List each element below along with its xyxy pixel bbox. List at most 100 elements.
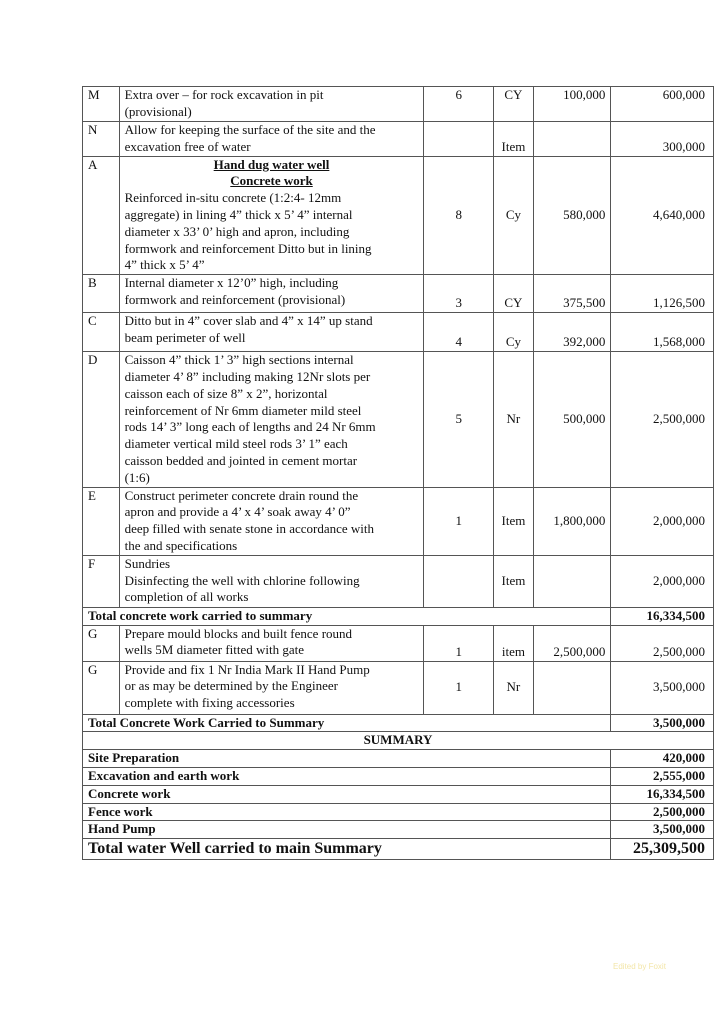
table-row: M Extra over – for rock excavation in pit… xyxy=(82,86,714,122)
item-qty: 8 xyxy=(423,155,494,276)
summary-label: Excavation and earth work xyxy=(81,766,612,786)
item-rate: 500,000 xyxy=(532,351,612,488)
item-rate xyxy=(532,121,612,157)
description-line: Prepare mould blocks and built fence rou… xyxy=(124,625,353,641)
section-heading: Concrete work xyxy=(230,173,313,189)
summary-row: Hand Pump 3,500,000 xyxy=(81,820,714,840)
summary-label: Concrete work xyxy=(81,784,612,804)
item-amount: 3,500,000 xyxy=(610,660,714,715)
item-unit: Nr xyxy=(492,351,534,488)
description-line: rods 14’ 3” long each of lengths and 24 … xyxy=(124,419,376,435)
item-description: Prepare mould blocks and built fence rou… xyxy=(118,624,425,662)
description-line: deep filled with senate stone in accorda… xyxy=(124,521,375,537)
item-unit: Cy xyxy=(492,155,534,276)
description-line: formwork and reinforcement (provisional) xyxy=(124,291,346,307)
item-qty: 6 xyxy=(423,86,494,122)
table-row: D Caisson 4” thick 1’ 3” high sections in… xyxy=(82,351,714,488)
description-line: Caisson 4” thick 1’ 3” high sections int… xyxy=(124,352,354,368)
table-row: G Prepare mould blocks and built fence ro… xyxy=(82,624,714,662)
description-line: wells 5M diameter fitted with gate xyxy=(124,642,305,658)
item-amount: 1,126,500 xyxy=(610,274,714,314)
table-row: G Provide and fix 1 Nr India Mark II Hand… xyxy=(82,660,714,715)
summary-row: Fence work 2,500,000 xyxy=(81,802,714,822)
summary-amount: 2,500,000 xyxy=(610,802,714,822)
item-amount: 2,500,000 xyxy=(610,624,714,662)
summary-title: SUMMARY xyxy=(82,731,714,751)
item-qty xyxy=(423,121,494,157)
description-line: aggregate) in lining 4” thick x 5’ 4” in… xyxy=(124,206,353,222)
item-ref: M xyxy=(82,86,120,122)
table-row: A Hand dug water well Concrete work Reinfor… xyxy=(82,155,714,276)
total-label: Total concrete work carried to summary xyxy=(81,606,612,626)
summary-label: Site Preparation xyxy=(81,749,612,768)
description-line: Internal diameter x 12’0” high, includin… xyxy=(124,275,339,291)
description-line: Disinfecting the well with chlorine foll… xyxy=(124,572,360,588)
description-line: diameter vertical mild steel rods 3’ 1” … xyxy=(124,436,348,452)
table-row: E Construct perimeter concrete drain roun… xyxy=(82,486,714,556)
table-row: F Sundries Disinfecting the well with chlo… xyxy=(82,554,714,608)
summary-amount: 16,334,500 xyxy=(610,784,714,804)
item-ref: B xyxy=(82,274,120,314)
item-unit: Nr xyxy=(492,660,534,715)
description-line: Provide and fix 1 Nr India Mark II Hand … xyxy=(124,661,370,677)
item-rate: 392,000 xyxy=(532,312,612,353)
total-amount: 16,334,500 xyxy=(610,606,714,626)
summary-label: Fence work xyxy=(81,802,612,822)
item-ref: G xyxy=(82,660,120,715)
description-line: diameter x 33’ 0’ high and apron, includ… xyxy=(124,223,350,239)
description-line: or as may be determined by the Engineer xyxy=(124,678,338,694)
table-row: B Internal diameter x 12’0” high, includi… xyxy=(82,274,714,314)
description-line: complete with fixing accessories xyxy=(124,695,295,711)
item-qty: 1 xyxy=(423,660,494,715)
description-line: Ditto but in 4” cover slab and 4” x 14” … xyxy=(124,313,373,329)
item-qty: 4 xyxy=(423,312,494,353)
description-line: diameter 4’ 8” including making 12Nr slo… xyxy=(124,368,371,384)
item-qty: 3 xyxy=(423,274,494,314)
item-ref: F xyxy=(82,554,120,608)
grand-total-label: Total water Well carried to main Summary xyxy=(81,838,612,861)
item-unit: CY xyxy=(492,274,534,314)
grand-total-amount: 25,309,500 xyxy=(610,838,714,861)
total-amount: 3,500,000 xyxy=(610,713,714,733)
description-line: Extra over – for rock excavation in pit xyxy=(124,87,324,102)
item-rate xyxy=(532,660,612,715)
item-ref: N xyxy=(82,121,120,157)
item-amount: 300,000 xyxy=(610,121,714,157)
description-line: completion of all works xyxy=(124,589,249,605)
summary-label: Hand Pump xyxy=(81,820,612,840)
summary-amount: 3,500,000 xyxy=(610,820,714,840)
item-description: Internal diameter x 12’0” high, includin… xyxy=(118,274,425,314)
description-line: (1:6) xyxy=(124,469,150,485)
item-description: Ditto but in 4” cover slab and 4” x 14” … xyxy=(118,312,425,353)
item-description: Sundries Disinfecting the well with chlor… xyxy=(118,554,425,608)
section-heading: Hand dug water well xyxy=(213,156,330,172)
summary-amount: 2,555,000 xyxy=(610,766,714,786)
item-ref: G xyxy=(82,624,120,662)
item-qty: 5 xyxy=(423,351,494,488)
description-line: Sundries xyxy=(124,555,171,571)
item-description: Provide and fix 1 Nr India Mark II Hand … xyxy=(118,660,425,715)
item-rate xyxy=(532,554,612,608)
summary-heading-row: SUMMARY xyxy=(82,731,714,751)
watermark: Edited by Foxit xyxy=(613,962,666,971)
item-amount: 1,568,000 xyxy=(610,312,714,353)
description-line: reinforcement of Nr 6mm diameter mild st… xyxy=(124,402,362,418)
grand-total-row: Total water Well carried to main Summary… xyxy=(81,838,714,861)
summary-row: Concrete work 16,334,500 xyxy=(81,784,714,804)
description-line: beam perimeter of well xyxy=(124,329,246,345)
item-ref: D xyxy=(82,351,120,488)
item-amount: 2,000,000 xyxy=(610,554,714,608)
item-qty: 1 xyxy=(423,486,494,556)
description-line: Construct perimeter concrete drain round… xyxy=(124,487,359,503)
item-qty xyxy=(423,554,494,608)
total-concrete-row-2: Total Concrete Work Carried to Summary 3… xyxy=(81,713,714,733)
item-ref: E xyxy=(82,486,120,556)
item-amount: 2,500,000 xyxy=(610,351,714,488)
item-ref: C xyxy=(82,312,120,353)
item-ref: A xyxy=(82,155,120,276)
description-line: caisson each of size 8” x 2”, horizontal xyxy=(124,385,328,401)
item-amount: 2,000,000 xyxy=(610,486,714,556)
total-label: Total Concrete Work Carried to Summary xyxy=(81,713,612,733)
description-line: caisson bedded and jointed in cement mor… xyxy=(124,452,358,468)
bill-of-quantities-table: M Extra over – for rock excavation in pit… xyxy=(81,86,714,861)
